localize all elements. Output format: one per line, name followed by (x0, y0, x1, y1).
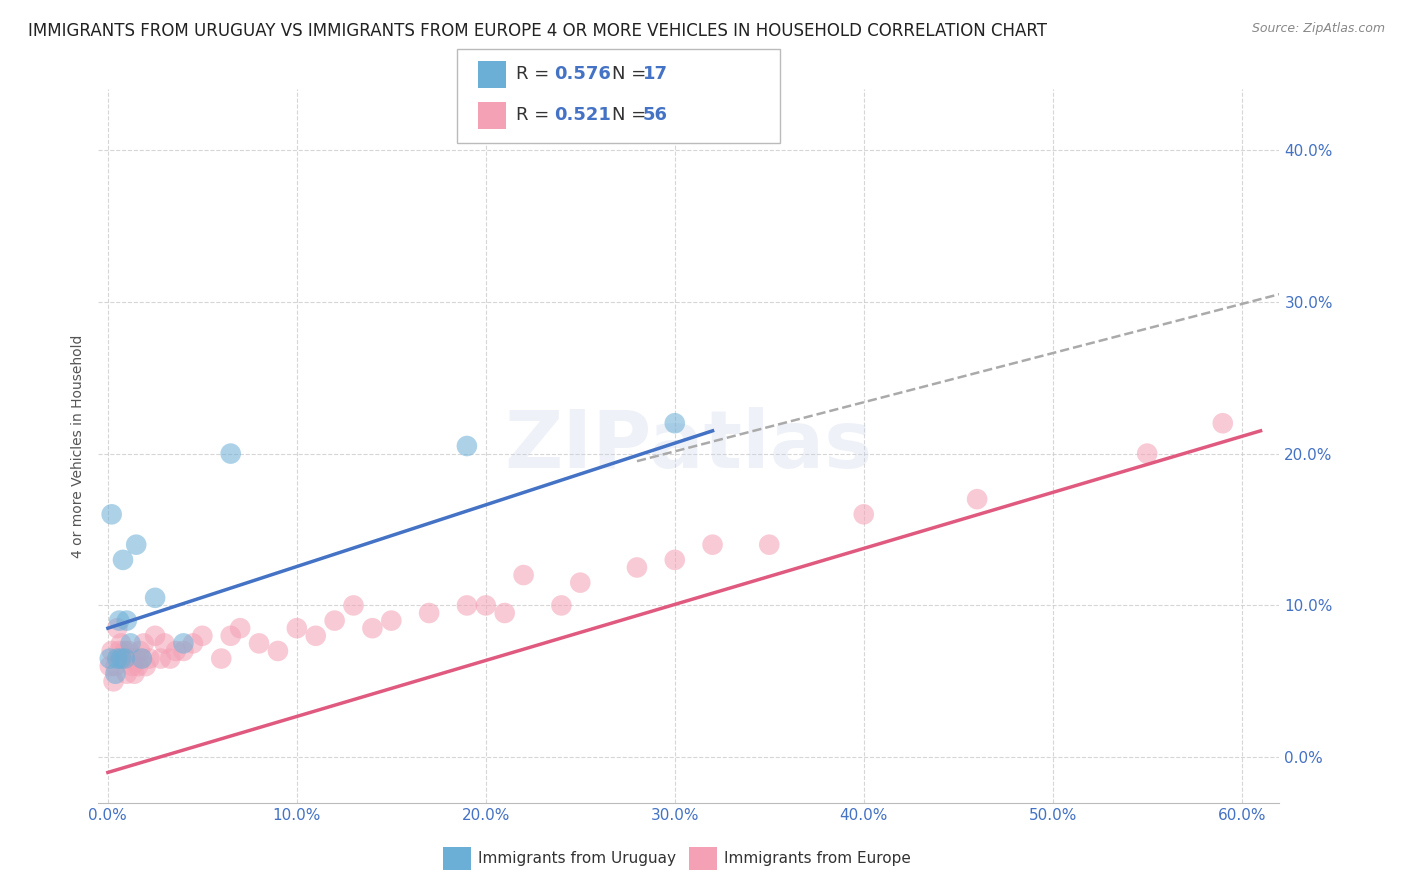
Point (165, 644, 187, 658)
Point (104, 666, 127, 681)
Point (550, 599, 572, 613)
Point (758, 538, 780, 552)
Text: 56: 56 (643, 106, 668, 124)
Point (149, 651, 172, 665)
Text: R =: R = (516, 106, 555, 124)
Point (172, 636, 194, 650)
Point (702, 538, 724, 552)
Point (229, 621, 252, 635)
Point (111, 651, 134, 665)
Text: 0.576: 0.576 (554, 65, 610, 84)
Point (100, 508, 122, 522)
Point (153, 636, 176, 650)
Point (131, 651, 153, 665)
Point (1212, 416, 1234, 430)
Point (127, 659, 149, 673)
Point (475, 599, 498, 613)
Point (114, 651, 136, 665)
Point (418, 606, 440, 620)
Point (209, 651, 232, 665)
Point (115, 614, 138, 628)
Point (456, 599, 478, 613)
Text: Source: ZipAtlas.com: Source: ZipAtlas.com (1251, 22, 1385, 36)
Point (664, 416, 686, 430)
Point (100, 644, 122, 658)
Point (323, 614, 346, 628)
Point (103, 674, 125, 689)
Point (664, 553, 686, 567)
Point (135, 659, 157, 673)
Point (143, 591, 166, 605)
Point (98, 659, 121, 673)
Point (131, 651, 153, 665)
Point (121, 659, 143, 673)
Point (219, 447, 242, 461)
Text: ZIPatlas: ZIPatlas (505, 407, 873, 485)
Text: IMMIGRANTS FROM URUGUAY VS IMMIGRANTS FROM EUROPE 4 OR MORE VEHICLES IN HOUSEHOL: IMMIGRANTS FROM URUGUAY VS IMMIGRANTS FR… (28, 22, 1047, 40)
Point (966, 492, 988, 507)
Point (115, 666, 138, 681)
Point (285, 621, 308, 635)
Point (104, 659, 127, 673)
Point (267, 644, 290, 658)
Point (124, 666, 146, 681)
Point (342, 599, 364, 613)
Text: N =: N = (612, 106, 651, 124)
Point (125, 651, 148, 665)
Point (219, 629, 242, 643)
Point (172, 644, 194, 658)
Point (159, 651, 181, 665)
Point (143, 629, 166, 643)
Text: 17: 17 (643, 65, 668, 84)
Point (105, 621, 128, 635)
Point (110, 651, 132, 665)
Text: Immigrants from Europe: Immigrants from Europe (724, 851, 911, 865)
Point (626, 560, 648, 574)
Point (512, 568, 534, 582)
Text: R =: R = (516, 65, 555, 84)
Point (852, 508, 875, 522)
Point (118, 644, 141, 658)
Point (191, 629, 214, 643)
Point (110, 636, 132, 650)
Point (456, 439, 478, 453)
Point (111, 553, 134, 567)
Point (132, 636, 155, 650)
Point (1136, 447, 1159, 461)
Point (108, 651, 131, 665)
Text: N =: N = (612, 65, 651, 84)
Point (108, 614, 131, 628)
Point (247, 636, 270, 650)
Point (181, 636, 204, 650)
Point (120, 651, 142, 665)
Point (380, 614, 402, 628)
Y-axis label: 4 or more Vehicles in Household: 4 or more Vehicles in Household (70, 334, 84, 558)
Point (105, 651, 128, 665)
Point (129, 644, 152, 658)
Point (125, 538, 148, 552)
Point (361, 621, 384, 635)
Text: Immigrants from Uruguay: Immigrants from Uruguay (478, 851, 676, 865)
Point (108, 644, 131, 658)
Point (98, 651, 121, 665)
Point (305, 629, 328, 643)
Point (114, 644, 136, 658)
Point (494, 606, 516, 620)
Point (120, 636, 142, 650)
Text: 0.521: 0.521 (554, 106, 610, 124)
Point (138, 651, 160, 665)
Point (569, 575, 592, 590)
